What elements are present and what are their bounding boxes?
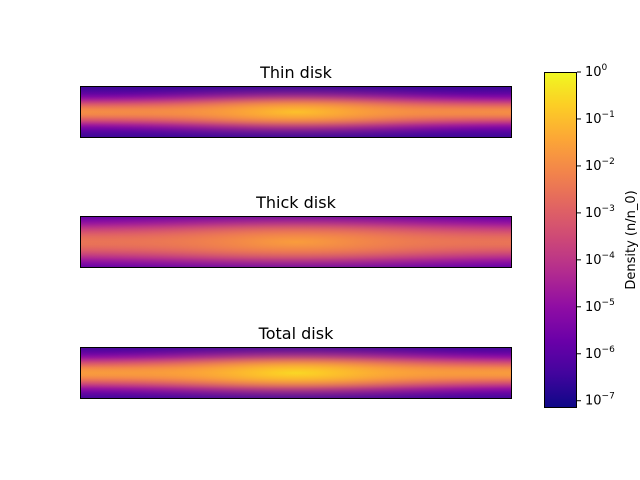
panel-thin-disk: Thin disk [80,63,512,138]
colorbar-ticks: 100 10−1 10−2 10−3 10−4 10−5 10−6 10−7 [577,63,615,409]
axes-frame [80,216,512,268]
panel-total-disk: Total disk [80,324,512,399]
axes-frame [80,86,512,138]
colorbar-tick-label: 10−2 [585,157,615,174]
density-core [80,347,512,399]
colorbar-tick-label: 10−5 [585,298,615,315]
colorbar-label: Density (n/n_0) [624,190,639,289]
density-core [80,216,512,268]
colorbar-tick-label: 10−1 [585,110,615,127]
panel-title: Thin disk [259,63,333,82]
panel-thick-disk: Thick disk [80,193,512,268]
colorbar-tick-label: 10−7 [585,392,615,409]
panel-title: Thick disk [255,193,336,212]
colorbar: 100 10−1 10−2 10−3 10−4 10−5 10−6 10−7 Density … [544,63,639,409]
density-core [80,86,512,138]
disk-panels: Thin disk Thick disk Total disk [80,63,512,399]
panel-title: Total disk [258,324,334,343]
colorbar-gradient [544,72,577,408]
colorbar-tick-label: 10−3 [585,204,615,221]
axes-frame [80,347,512,399]
colorbar-tick-label: 100 [585,63,608,80]
colorbar-tick-label: 10−6 [585,345,615,362]
colorbar-frame [544,72,577,408]
colorbar-tick-label: 10−4 [585,251,615,268]
